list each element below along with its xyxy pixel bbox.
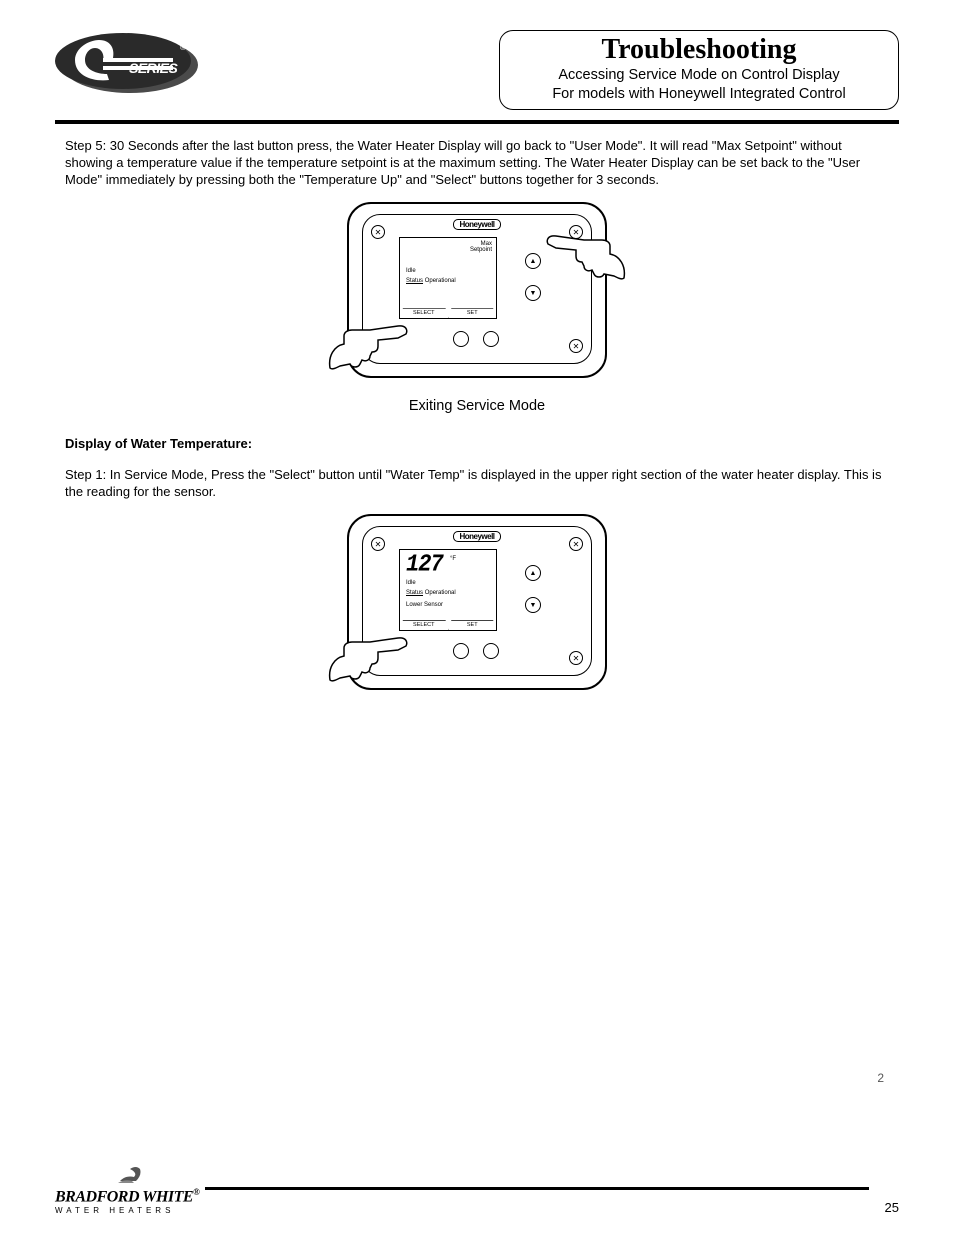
lcd-temp-value: 127 — [406, 553, 443, 577]
screw-icon: ✕ — [371, 225, 385, 239]
lcd-idle: Idle — [406, 580, 416, 586]
svg-text:®: ® — [180, 43, 186, 52]
lcd-temp-unit: °F — [450, 556, 456, 562]
temp-up-button: ▲ — [525, 565, 541, 581]
pointing-hand-right-icon — [542, 226, 628, 282]
header-rule — [55, 120, 899, 124]
diagram-water-temp: Honeywell ✕ ✕ ✕ 127 °F Idle Status Opera… — [332, 514, 622, 704]
lcd-idle: Idle — [406, 268, 416, 274]
pointing-hand-left-icon — [326, 628, 412, 684]
page-number: 25 — [885, 1200, 899, 1215]
pointing-hand-left-icon — [326, 316, 412, 372]
title-box: Troubleshooting Accessing Service Mode o… — [499, 30, 899, 110]
screw-icon: ✕ — [569, 651, 583, 665]
select-button — [453, 643, 469, 659]
lcd-setpoint: Setpoint — [470, 247, 492, 253]
screw-icon: ✕ — [569, 537, 583, 551]
lcd-status: Status Operational — [406, 590, 456, 596]
page-subtitle-2: For models with Honeywell Integrated Con… — [510, 85, 888, 104]
step1-text: Step 1: In Service Mode, Press the "Sele… — [65, 467, 889, 500]
background-partial-number: 2 — [877, 1071, 884, 1085]
footer-sub-text: WATER HEATERS — [55, 1206, 205, 1215]
page-title: Troubleshooting — [510, 35, 888, 66]
bradford-white-logo: BRADFORD WHITE® WATER HEATERS — [55, 1161, 205, 1215]
screw-icon: ✕ — [371, 537, 385, 551]
registered-mark: ® — [193, 1187, 199, 1197]
screw-icon: ✕ — [569, 339, 583, 353]
lcd-screen: 127 °F Idle Status Operational Lower Sen… — [399, 549, 497, 631]
lcd-screen: MaxSetpoint Idle Status Operational SELE… — [399, 237, 497, 319]
set-button — [483, 643, 499, 659]
temp-down-button: ▼ — [525, 597, 541, 613]
page-subtitle-1: Accessing Service Mode on Control Displa… — [510, 66, 888, 85]
temp-up-button: ▲ — [525, 253, 541, 269]
page-footer: BRADFORD WHITE® WATER HEATERS 25 — [55, 1161, 899, 1215]
select-button — [453, 331, 469, 347]
step5-text: Step 5: 30 Seconds after the last button… — [65, 138, 889, 188]
series-logo: SERIES ® — [55, 30, 205, 105]
device-brand-label: Honeywell — [453, 219, 501, 230]
footer-rule — [205, 1187, 869, 1190]
temp-down-button: ▼ — [525, 285, 541, 301]
device-brand-label: Honeywell — [453, 531, 501, 542]
diagram-exiting-service-mode: Honeywell ✕ ✕ ✕ MaxSetpoint Idle Status … — [332, 202, 622, 392]
set-button — [483, 331, 499, 347]
footer-brand-text: BRADFORD WHITE — [55, 1188, 193, 1205]
lcd-set-label: SET — [449, 308, 497, 318]
diagram1-caption: Exiting Service Mode — [55, 398, 899, 414]
lcd-sensor: Lower Sensor — [406, 602, 443, 608]
section-heading: Display of Water Temperature: — [65, 436, 889, 453]
svg-text:SERIES: SERIES — [129, 60, 179, 76]
lcd-status: Status Operational — [406, 278, 456, 284]
lcd-set-label: SET — [449, 620, 497, 630]
